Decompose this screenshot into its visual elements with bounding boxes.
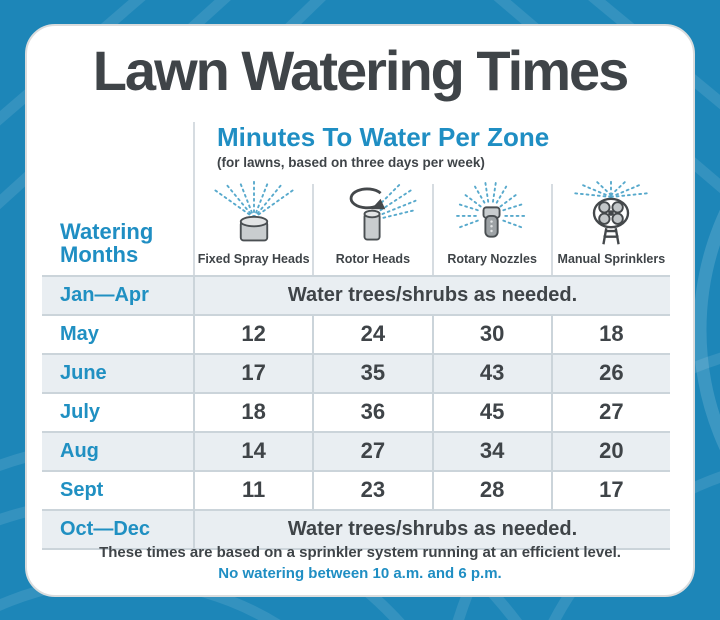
minutes-value: 20 — [550, 433, 670, 470]
manual-sprinklers-icon — [559, 178, 663, 250]
table-row-july: July 18 36 45 27 — [42, 392, 670, 431]
minutes-value: 45 — [431, 394, 551, 431]
column-header-rotary-nozzles: Rotary Nozzles — [431, 181, 551, 275]
minutes-value: 18 — [550, 316, 670, 353]
column-label: Fixed Spray Heads — [197, 252, 310, 266]
month-label: Sept — [60, 479, 104, 501]
minutes-value: 11 — [193, 472, 312, 509]
column-label: Rotary Nozzles — [447, 252, 537, 266]
minutes-value: 12 — [193, 316, 312, 353]
month-label: June — [60, 362, 107, 384]
minutes-value: 36 — [312, 394, 431, 431]
table-row-june: June 17 35 43 26 — [42, 353, 670, 392]
minutes-value: 17 — [550, 472, 670, 509]
month-label: Jan—Apr — [60, 284, 149, 306]
table-row-sept: Sept 11 23 28 17 — [42, 470, 670, 509]
minutes-value: 30 — [431, 316, 551, 353]
minutes-value: 43 — [431, 355, 551, 392]
minutes-value: 35 — [312, 355, 431, 392]
minutes-value: 26 — [550, 355, 670, 392]
minutes-value: 24 — [312, 316, 431, 353]
column-header-rotor-heads: Rotor Heads — [312, 181, 431, 275]
page-title: Lawn Watering Times — [92, 39, 630, 102]
infographic-card: Lawn Watering Times Minutes To Water Per… — [25, 24, 695, 597]
span-note: Water trees/shrubs as needed. — [193, 511, 670, 548]
footer-restriction-note: No watering between 10 a.m. and 6 p.m. — [218, 565, 502, 582]
span-note: Water trees/shrubs as needed. — [193, 277, 670, 314]
column-header-manual-sprinklers: Manual Sprinklers — [550, 178, 670, 275]
table-subtitle: Minutes To Water Per Zone — [217, 122, 550, 152]
month-label: July — [60, 401, 101, 423]
rotary-nozzles-icon — [440, 178, 544, 250]
minutes-value: 27 — [312, 433, 431, 470]
table-header: Minutes To Water Per Zone (for lawns, ba… — [42, 122, 670, 275]
column-label: Manual Sprinklers — [557, 252, 666, 266]
minutes-value: 14 — [193, 433, 312, 470]
minutes-value: 17 — [193, 355, 312, 392]
column-header-fixed-spray-heads: Fixed Spray Heads — [193, 179, 312, 275]
footer-note: These times are based on a sprinkler sys… — [99, 544, 621, 561]
minutes-value: 23 — [312, 472, 431, 509]
table-row-may: May 12 24 30 18 — [42, 314, 670, 353]
subtitle-block: Minutes To Water Per Zone (for lawns, ba… — [193, 122, 670, 184]
watering-times-table: Minutes To Water Per Zone (for lawns, ba… — [42, 122, 670, 550]
minutes-value: 27 — [550, 394, 670, 431]
table-row-jan-apr: Jan—Apr Water trees/shrubs as needed. — [42, 275, 670, 314]
minutes-value: 18 — [193, 394, 312, 431]
row-header-label: Watering Months — [60, 218, 154, 268]
month-label: Aug — [60, 440, 99, 462]
rotor-heads-icon — [321, 178, 425, 250]
footer: These times are based on a sprinkler sys… — [27, 544, 693, 582]
minutes-value: 28 — [431, 472, 551, 509]
minutes-value: 34 — [431, 433, 551, 470]
table-row-oct-dec: Oct—Dec Water trees/shrubs as needed. — [42, 509, 670, 550]
month-label: May — [60, 323, 99, 345]
table-subtitle-note: (for lawns, based on three days per week… — [217, 155, 485, 171]
month-label: Oct—Dec — [60, 518, 151, 540]
fixed-spray-heads-icon — [202, 178, 306, 250]
column-label: Rotor Heads — [335, 252, 411, 266]
table-row-aug: Aug 14 27 34 20 — [42, 431, 670, 470]
